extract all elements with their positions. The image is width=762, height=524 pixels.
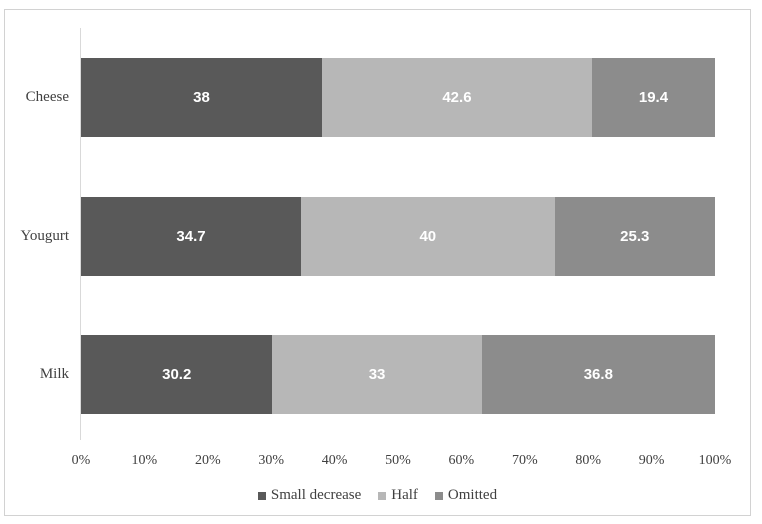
x-tick-label: 0% xyxy=(71,453,91,468)
legend-item: Omitted xyxy=(434,487,498,504)
bar-value-label: 30.2 xyxy=(162,366,192,383)
bar-value-label: 25.3 xyxy=(620,228,650,245)
chart-frame: 38 42.6 19.4 34.7 40 25.3 30.2 33 36.8 0% 10% 20% 3… xyxy=(4,9,751,516)
x-tick-label: 60% xyxy=(448,453,475,468)
x-tick-label: 70% xyxy=(511,453,538,468)
bar-value-label: 40 xyxy=(419,228,437,245)
bar-segment: 40 xyxy=(300,197,555,276)
x-tick-label: 50% xyxy=(385,453,411,468)
category-label: Cheese xyxy=(25,89,69,105)
bar-row: 34.7 40 25.3 xyxy=(81,197,715,276)
bar-segment: 19.4 xyxy=(591,58,715,137)
x-axis-ticks: 0% 10% 20% 30% 40% 50% 60% 70% 80% 90% 100% xyxy=(72,453,732,471)
legend-label: Half xyxy=(391,487,418,503)
legend-item: Small decrease xyxy=(257,487,362,504)
bar-segment: 30.2 xyxy=(81,335,273,414)
legend-swatch-icon xyxy=(378,491,387,500)
bar-row: 30.2 33 36.8 xyxy=(81,335,715,414)
category-label: Milk xyxy=(39,366,69,382)
bar-value-label: 19.4 xyxy=(638,89,669,106)
bar-row: 38 42.6 19.4 xyxy=(81,58,715,137)
legend-swatch-icon xyxy=(434,491,443,500)
x-tick-label: 10% xyxy=(131,453,158,468)
bar-segment: 34.7 xyxy=(81,197,301,276)
bar-segment: 42.6 xyxy=(321,58,592,137)
x-tick-label: 30% xyxy=(258,453,285,468)
legend-label: Omitted xyxy=(447,487,498,503)
legend-item: Half xyxy=(378,487,418,504)
legend-label: Small decrease xyxy=(270,487,362,503)
bar-segment: 33 xyxy=(272,335,482,414)
bar-value-label: 34.7 xyxy=(176,228,206,245)
bar-segment: 38 xyxy=(81,58,322,137)
legend-swatch-icon xyxy=(257,491,266,500)
bar-value-label: 38 xyxy=(193,89,210,106)
category-label: Yougurt xyxy=(20,228,70,244)
legend: Small decrease Half Omitted xyxy=(5,487,750,504)
bar-value-label: 42.6 xyxy=(442,89,472,106)
bar-segment: 36.8 xyxy=(481,335,715,414)
x-tick-label: 80% xyxy=(575,453,602,468)
x-tick-label: 90% xyxy=(638,453,665,468)
bar-value-label: 36.8 xyxy=(583,366,613,383)
y-axis-line xyxy=(80,28,81,440)
bar-segment: 25.3 xyxy=(554,197,715,276)
bar-value-label: 33 xyxy=(368,366,386,383)
x-tick-label: 40% xyxy=(321,453,348,468)
x-tick-label: 20% xyxy=(194,453,221,468)
x-tick-label: 100% xyxy=(698,453,732,468)
